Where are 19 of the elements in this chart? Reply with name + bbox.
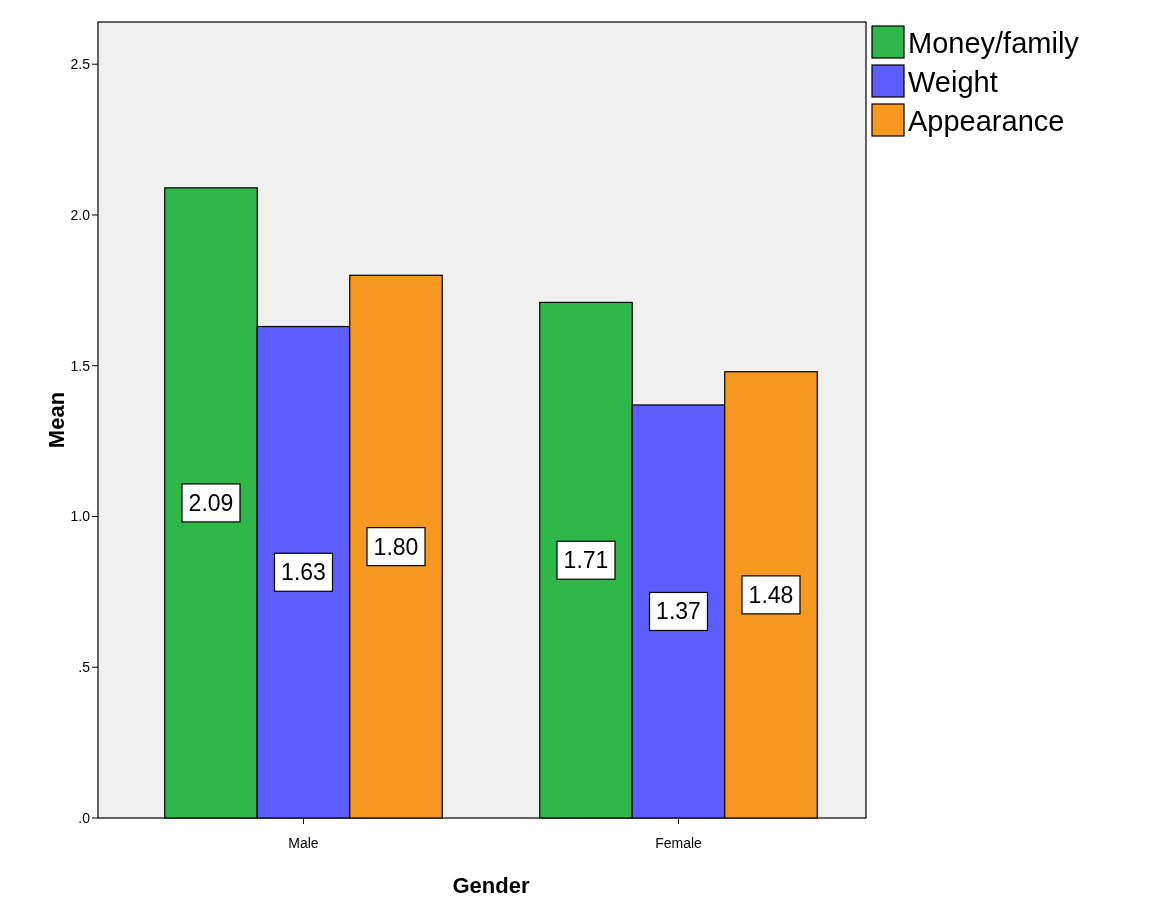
legend-label: Weight bbox=[908, 66, 998, 98]
x-tick-label: Male bbox=[288, 835, 319, 851]
data-label: 2.09 bbox=[188, 489, 234, 516]
data-label: 1.71 bbox=[563, 547, 609, 574]
y-tick-label: 2.5 bbox=[70, 56, 91, 73]
legend-label: Appearance bbox=[908, 105, 1065, 137]
x-axis-title: Gender bbox=[452, 873, 530, 898]
y-tick-label: 2.0 bbox=[70, 206, 91, 223]
legend-label: Money/family bbox=[908, 27, 1080, 59]
y-tick-label: 1.0 bbox=[70, 508, 91, 525]
data-label: 1.37 bbox=[656, 598, 701, 625]
y-tick-label: 1.5 bbox=[70, 357, 91, 374]
data-label: 1.48 bbox=[748, 581, 794, 608]
data-label: 1.80 bbox=[373, 533, 419, 560]
y-axis-title: Mean bbox=[44, 391, 69, 449]
y-tick-label: .5 bbox=[78, 659, 91, 676]
y-tick-label: .0 bbox=[78, 810, 91, 826]
x-tick-label: Female bbox=[655, 835, 703, 851]
data-label: 1.63 bbox=[281, 559, 326, 586]
